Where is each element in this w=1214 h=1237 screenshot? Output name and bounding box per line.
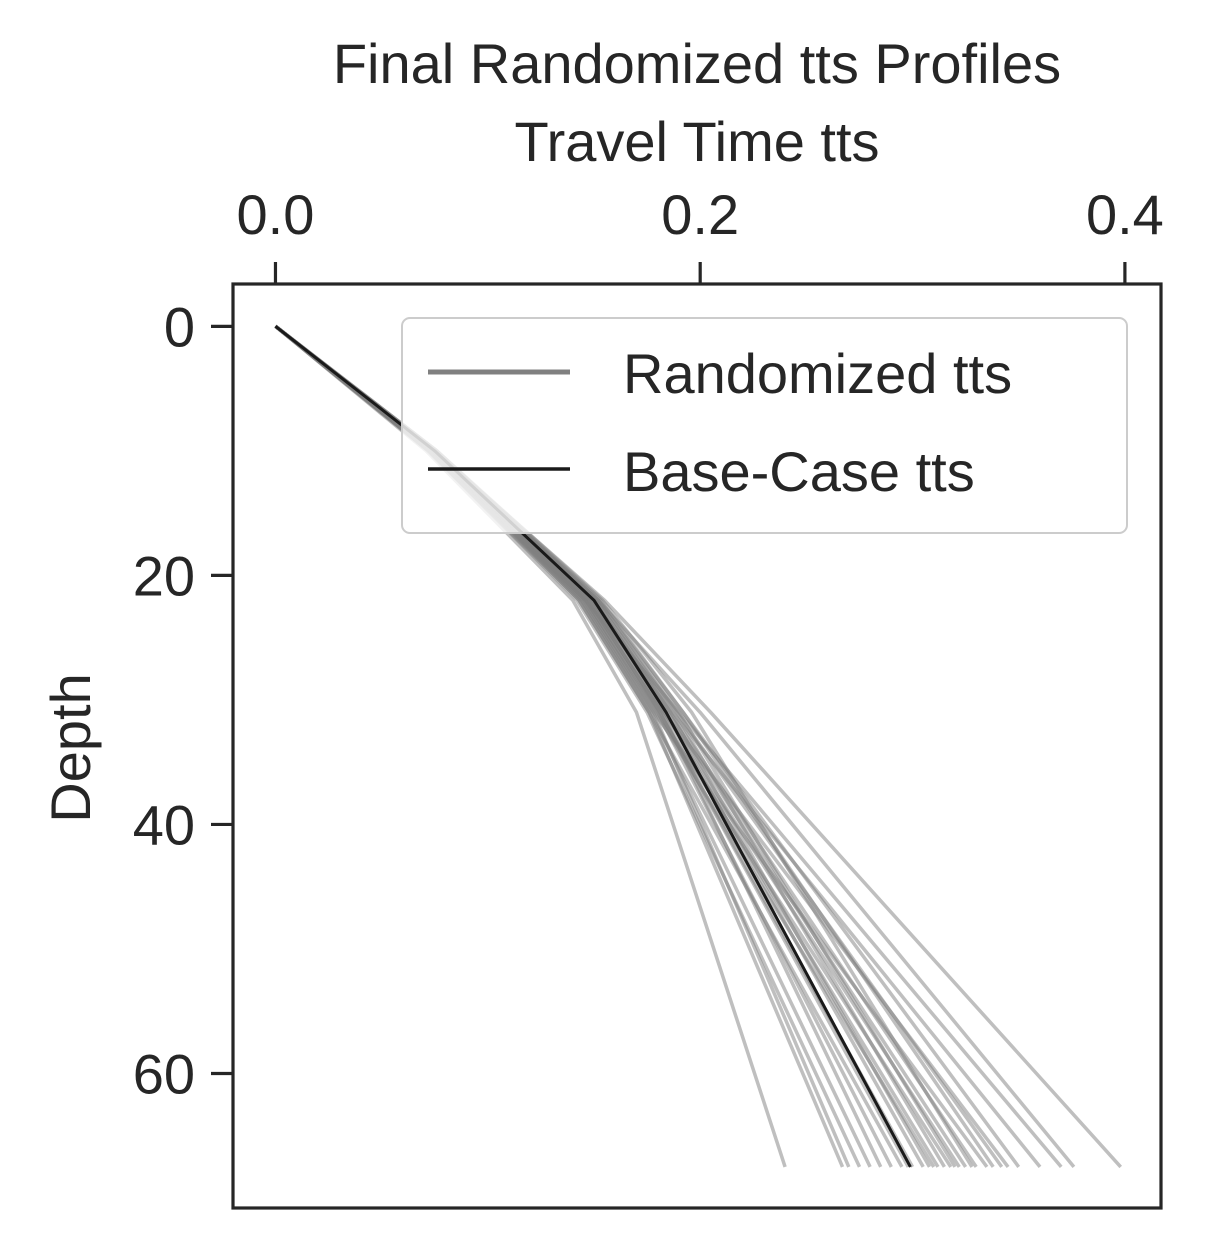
x-tick-label: 0.0 bbox=[237, 183, 315, 246]
x-tick-label: 0.4 bbox=[1086, 183, 1164, 246]
y-tick-label: 60 bbox=[133, 1043, 195, 1106]
x-tick-label: 0.2 bbox=[661, 183, 739, 246]
y-ticks: 0 20 40 60 bbox=[133, 295, 233, 1106]
plot-frame bbox=[231, 282, 1163, 1210]
legend: Randomized tts Base-Case tts bbox=[401, 317, 1128, 534]
y-axis-label: Depth bbox=[39, 673, 102, 822]
series-layer bbox=[274, 324, 1122, 1169]
y-tick-label: 0 bbox=[164, 295, 195, 358]
x-axis-label: Travel Time tts bbox=[514, 110, 879, 173]
base-case-series-line bbox=[274, 325, 912, 1168]
chart-title: Final Randomized tts Profiles bbox=[333, 32, 1061, 95]
x-ticks: 0.0 0.2 0.4 bbox=[237, 183, 1164, 284]
legend-label-randomized: Randomized tts bbox=[623, 342, 1012, 405]
legend-label-base-case: Base-Case tts bbox=[623, 440, 975, 503]
legend-box bbox=[401, 317, 1128, 534]
randomized-series-line bbox=[274, 324, 787, 1168]
y-tick-label: 40 bbox=[133, 793, 195, 856]
y-tick-label: 20 bbox=[133, 544, 195, 607]
